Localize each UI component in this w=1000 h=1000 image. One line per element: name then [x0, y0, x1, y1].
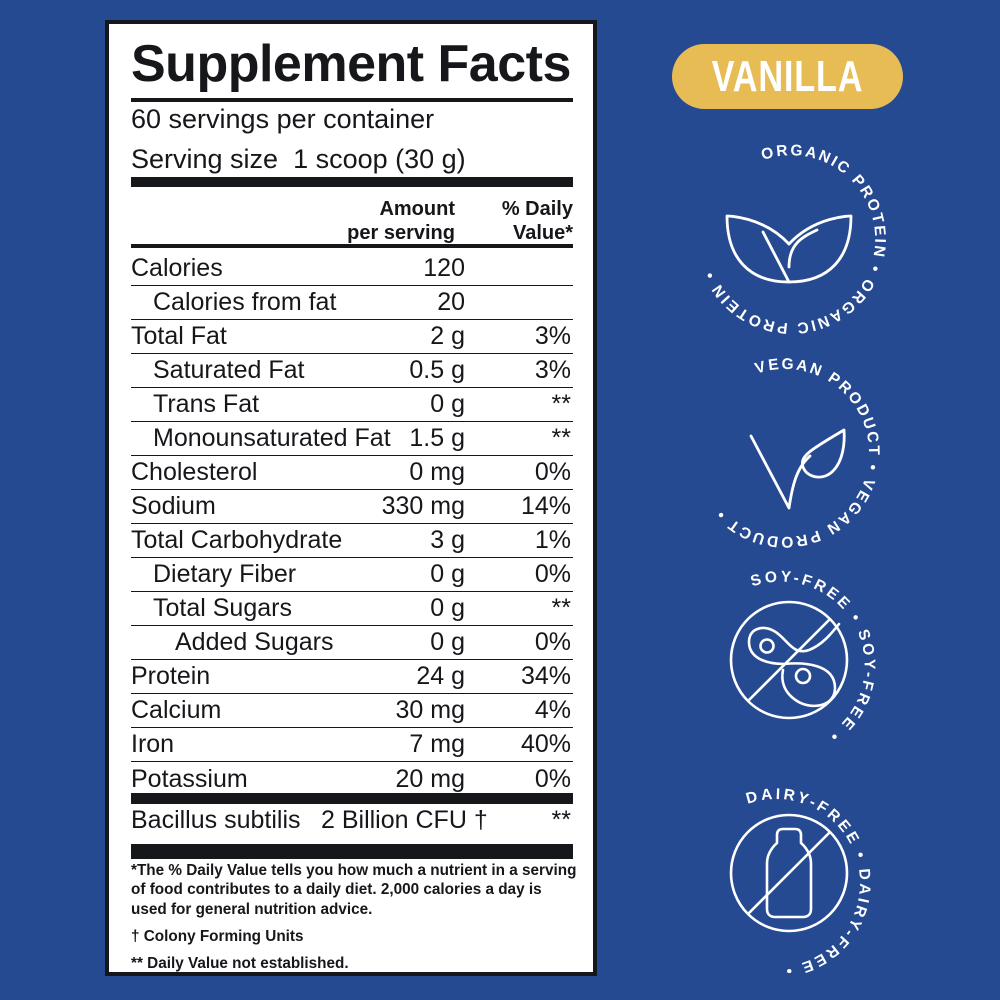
svg-text:SOY-FREE • SOY-FREE •: SOY-FREE • SOY-FREE •: [749, 568, 878, 746]
svg-text:VEGAN PRODUCT • VEGAN PRODUCT: VEGAN PRODUCT • VEGAN PRODUCT •: [712, 356, 882, 550]
svg-text:DAIRY-FREE • DAIRY-FREE •: DAIRY-FREE • DAIRY-FREE •: [744, 786, 873, 973]
